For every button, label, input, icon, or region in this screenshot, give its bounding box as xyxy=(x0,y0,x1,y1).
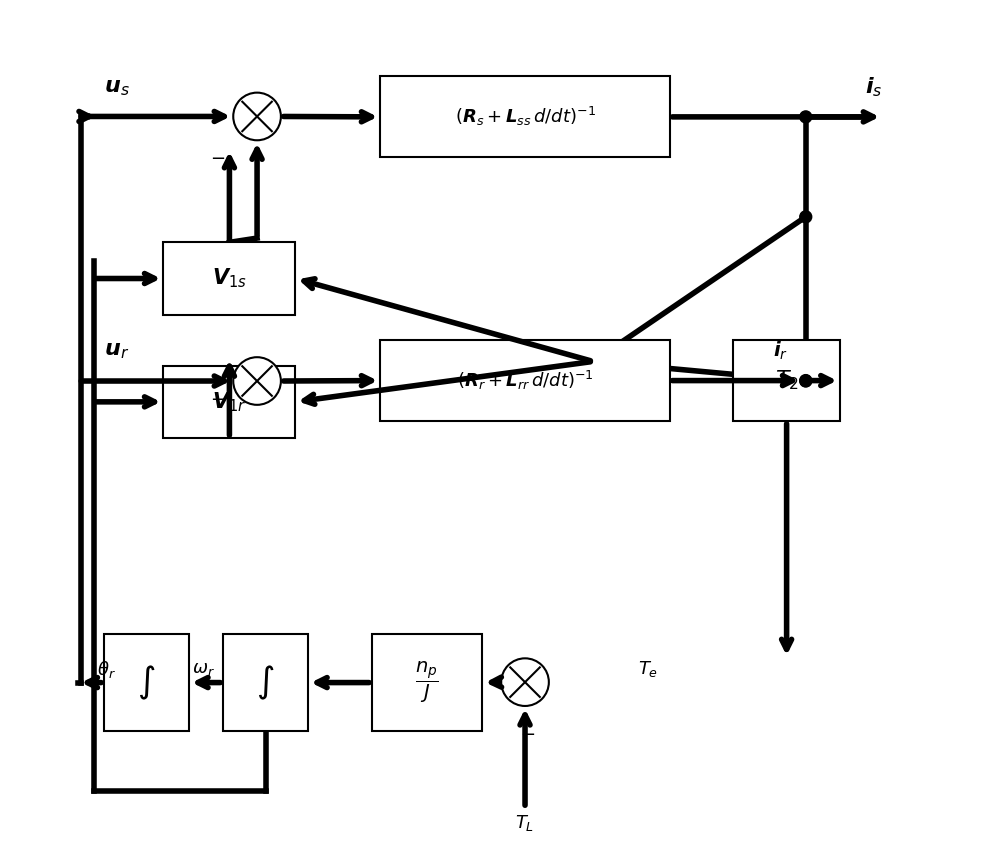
Text: $(\boldsymbol{R}_r + \boldsymbol{L}_{rr}\,d/dt)^{-1}$: $(\boldsymbol{R}_r + \boldsymbol{L}_{rr}… xyxy=(457,369,593,393)
Bar xyxy=(163,366,296,438)
Circle shape xyxy=(799,210,812,222)
Text: $\boldsymbol{u}_s$: $\boldsymbol{u}_s$ xyxy=(104,77,130,98)
Text: $T_L$: $T_L$ xyxy=(516,813,534,832)
Text: $\boldsymbol{V}_{1s}$: $\boldsymbol{V}_{1s}$ xyxy=(212,266,246,290)
Text: $\boldsymbol{V}_{1r}$: $\boldsymbol{V}_{1r}$ xyxy=(212,390,246,414)
Bar xyxy=(380,76,670,157)
Circle shape xyxy=(234,93,281,140)
Text: $T_e$: $T_e$ xyxy=(638,660,659,679)
Circle shape xyxy=(799,375,812,387)
Bar xyxy=(163,242,296,314)
Circle shape xyxy=(799,111,812,123)
Text: $\dfrac{n_p}{J}$: $\dfrac{n_p}{J}$ xyxy=(415,660,439,705)
Text: $-$: $-$ xyxy=(209,149,225,167)
Text: $\boldsymbol{u}_r$: $\boldsymbol{u}_r$ xyxy=(104,341,130,362)
Text: $\boldsymbol{i}_s$: $\boldsymbol{i}_s$ xyxy=(865,76,883,100)
Bar xyxy=(372,634,482,732)
Circle shape xyxy=(799,375,812,387)
Bar xyxy=(223,634,308,732)
Text: $T_2$: $T_2$ xyxy=(775,369,798,393)
Text: $-$: $-$ xyxy=(209,389,225,407)
Text: $\int$: $\int$ xyxy=(256,663,275,702)
Text: $-$: $-$ xyxy=(520,724,535,742)
Circle shape xyxy=(234,357,281,405)
Text: $\theta_r$: $\theta_r$ xyxy=(97,659,116,679)
Bar xyxy=(380,340,670,421)
Circle shape xyxy=(501,658,549,706)
Text: $\boldsymbol{i}_r$: $\boldsymbol{i}_r$ xyxy=(773,340,788,362)
Bar xyxy=(734,340,840,421)
Text: $\int$: $\int$ xyxy=(137,663,156,702)
Bar xyxy=(104,634,189,732)
Text: $\omega_r$: $\omega_r$ xyxy=(192,661,215,679)
Text: $(\boldsymbol{R}_s + \boldsymbol{L}_{ss}\,d/dt)^{-1}$: $(\boldsymbol{R}_s + \boldsymbol{L}_{ss}… xyxy=(455,106,595,129)
